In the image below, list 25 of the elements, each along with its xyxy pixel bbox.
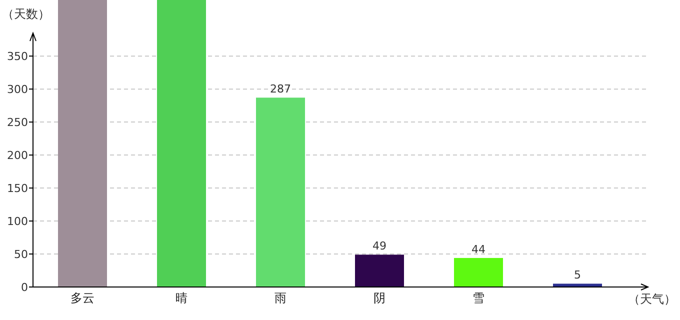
y-axis-title: （天数） [2, 7, 50, 21]
y-tick-label: 100 [7, 214, 28, 228]
y-tick-label: 50 [14, 248, 28, 261]
bar [454, 258, 503, 287]
x-axis-title: （天气） [628, 292, 676, 306]
bar [156, 0, 206, 287]
y-tick-label: 250 [7, 116, 28, 129]
data-label: 5 [574, 268, 581, 282]
bar [552, 284, 602, 287]
x-tick-label: 雨 [274, 291, 286, 305]
bar [256, 98, 305, 287]
bar [354, 254, 404, 287]
x-tick-label: 多云 [70, 291, 94, 305]
x-tick-label: 阴 [374, 291, 386, 305]
data-label: 287 [270, 82, 291, 96]
bar [58, 0, 108, 287]
data-label: 44 [472, 242, 486, 256]
x-tick-label: 晴 [176, 291, 188, 305]
y-tick-label: 150 [7, 182, 28, 195]
y-tick-label: 200 [7, 148, 28, 162]
y-tick-label: 300 [7, 82, 28, 96]
y-tick-label: 0 [21, 280, 28, 294]
x-tick-label: 雪 [472, 291, 484, 305]
data-label: 49 [372, 240, 386, 253]
y-tick-label: 350 [7, 50, 28, 63]
